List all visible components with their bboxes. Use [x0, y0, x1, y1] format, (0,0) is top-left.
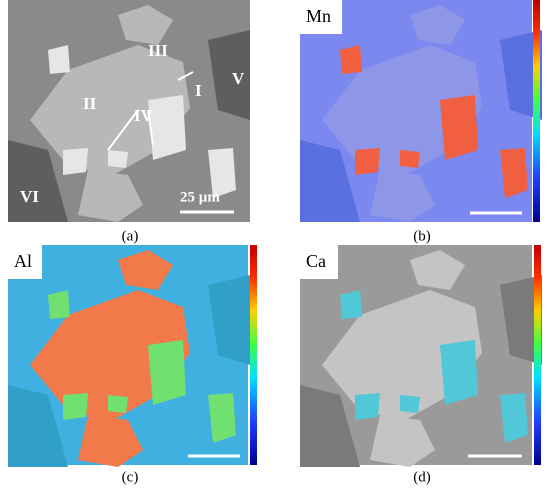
- panel-a: III II I IV V VI 25 µm: [8, 0, 250, 222]
- element-label: Mn: [306, 6, 331, 26]
- caption: (a): [122, 228, 139, 244]
- arrow: [147, 109, 154, 146]
- panel-b: Mn: [300, 0, 542, 222]
- colorbar: [533, 0, 540, 222]
- arrow: [107, 109, 139, 151]
- label-box: [300, 245, 338, 279]
- caption: (d): [413, 469, 431, 485]
- region-label: II: [83, 94, 97, 113]
- label-box: [300, 0, 342, 34]
- region-label: VI: [20, 187, 39, 206]
- region-label: IV: [134, 106, 154, 125]
- colorbar: [534, 245, 541, 465]
- arrow: [177, 71, 194, 81]
- label-box: [8, 245, 42, 279]
- element-label: Ca: [306, 251, 326, 271]
- region-label: I: [195, 81, 202, 100]
- region-label: III: [148, 41, 168, 60]
- colorbar: [250, 245, 257, 465]
- scale-bar-label: 25 µm: [180, 189, 220, 205]
- caption: (c): [122, 469, 139, 485]
- panel-c: Al: [8, 245, 257, 467]
- caption: (b): [413, 228, 431, 244]
- element-label: Al: [14, 251, 32, 271]
- region-label: V: [232, 69, 245, 88]
- panel-d: Ca: [300, 245, 542, 467]
